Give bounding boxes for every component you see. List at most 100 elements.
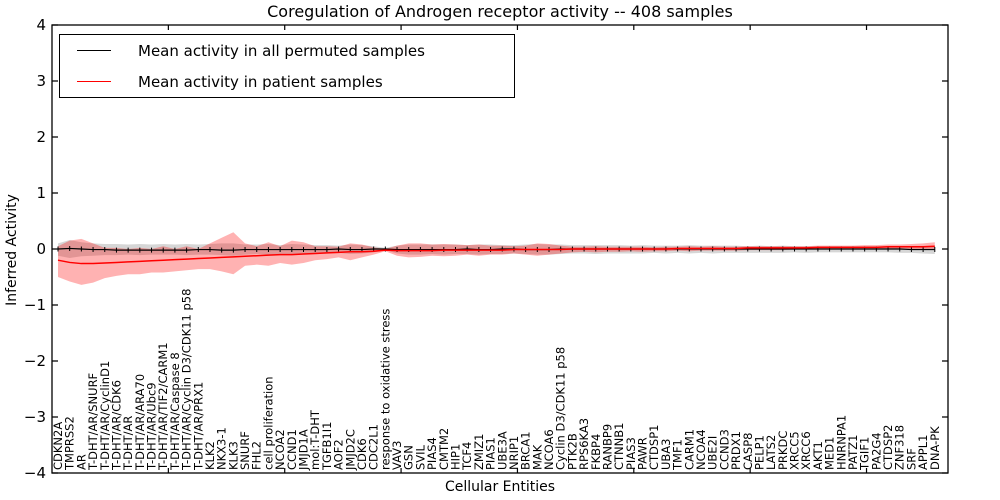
x-tick-label: CTDSP2: [881, 425, 895, 470]
x-tick-label: SVIL: [413, 444, 427, 470]
band-patient: [58, 232, 935, 285]
x-tick-label: CASP8: [741, 433, 755, 470]
x-tick-label: JMJD2C: [343, 429, 357, 471]
x-tick-label: TGFB1I1: [320, 422, 334, 471]
x-tick-label: SRF: [904, 448, 918, 470]
x-tick-label: CMTM2: [437, 428, 451, 470]
y-tick-label: 2: [36, 128, 46, 146]
x-tick-label: PELP1: [752, 435, 766, 470]
x-tick-label: PIAS1: [484, 437, 498, 470]
y-tick-label: −1: [24, 296, 46, 314]
x-tick-label: CCND3: [717, 429, 731, 470]
x-tick-label: cell proliferation: [261, 376, 275, 470]
x-tick-label: KLK2: [203, 441, 217, 470]
x-tick-label: TCF4: [460, 442, 474, 471]
legend-line-black-icon: [77, 50, 111, 51]
x-tick-label: T-DHT/AR/TIF2/CARM1: [156, 342, 170, 471]
y-tick-label: 1: [36, 184, 46, 202]
x-tick-label: KLK3: [226, 441, 240, 470]
x-tick-label: CARM1: [682, 429, 696, 470]
y-tick-label: −4: [24, 464, 46, 482]
x-tick-label: CCND1: [285, 429, 299, 470]
y-tick-label: 4: [36, 16, 46, 34]
y-tick-label: 0: [36, 240, 46, 258]
x-tick-label: PATZ1: [846, 435, 860, 470]
x-tick-label: PAWR: [636, 437, 650, 470]
x-tick-label: HNRNPA1: [834, 415, 848, 470]
legend-label-permuted: Mean activity in all permuted samples: [138, 41, 425, 60]
x-tick-label: RPS6KA3: [577, 418, 591, 470]
y-tick-label: −3: [24, 408, 46, 426]
x-tick-label: UBA3: [659, 439, 673, 471]
x-tick-label: PIAS4: [425, 437, 439, 470]
x-tick-label: PRDX1: [729, 431, 743, 470]
x-tick-label: CTNNB1: [612, 423, 626, 470]
x-tick-label: T-DHT/AR/PRX1: [191, 382, 205, 471]
series-line-patient: [57, 245, 935, 265]
x-tick-label: response to oxidative stress: [378, 309, 392, 470]
series-line-permuted: [57, 247, 935, 251]
x-tick-label: T-DHT/AR/CyclinD1: [98, 361, 112, 471]
x-tick-label: CDC2L1: [367, 424, 381, 470]
x-tick-label: NCOA4: [694, 429, 708, 470]
x-tick-label: UBE2I: [706, 436, 720, 470]
x-tick-label: XRCC5: [788, 431, 802, 470]
x-tick-label: T-DHT/AR/Caspase 8: [168, 352, 182, 471]
x-tick-label: TMF1: [671, 439, 685, 471]
axes-frame: [51, 24, 949, 474]
legend-entry-patient: Mean activity in patient samples: [60, 68, 514, 96]
x-tick-label: PTK2B: [565, 433, 579, 470]
x-tick-label: T-DHT/AR: [121, 416, 135, 471]
y-tick-label: 3: [36, 72, 46, 90]
x-tick-label: AOF2: [332, 439, 346, 470]
x-tick-label: VAV3: [390, 441, 404, 470]
x-tick-label: ZNF318: [893, 425, 907, 470]
y-tick-label: −2: [24, 352, 46, 370]
x-tick-label: T-DHT/AR/ARA70: [133, 374, 147, 471]
x-tick-label: NRIP1: [507, 436, 521, 470]
x-tick-label: T-DHT/AR/Cyclin D3/CDK11 p58: [180, 289, 194, 471]
x-tick-label: UBE3A: [495, 431, 509, 470]
x-tick-label: MED1: [823, 437, 837, 470]
x-tick-label: AR: [74, 454, 88, 470]
x-tick-label: PRKDC: [776, 431, 790, 470]
x-tick-label: PIAS3: [624, 437, 638, 470]
x-tick-label: NCOA2: [273, 429, 287, 470]
x-tick-label: SNURF: [238, 431, 252, 470]
x-tick-label: TGIF1: [858, 437, 872, 471]
legend-entry-permuted: Mean activity in all permuted samples: [60, 37, 514, 65]
x-tick-label: JMJD1A: [297, 429, 311, 471]
x-tick-label: TMPRSS2: [63, 416, 77, 471]
x-tick-label: RANBP9: [600, 424, 614, 470]
x-tick-label: NCOA6: [542, 429, 556, 470]
legend: Mean activity in all permuted samples Me…: [59, 34, 515, 98]
x-tick-label: CTDSP1: [647, 425, 661, 470]
x-tick-label: NKX3-1: [215, 427, 229, 470]
x-tick-label: FKBP4: [589, 434, 603, 470]
x-tick-label: HIP1: [448, 444, 462, 470]
x-axis-label: Cellular Entities: [444, 479, 556, 495]
x-tick-label: LATS2: [764, 435, 778, 470]
chart-title: Coregulation of Androgen receptor activi…: [267, 2, 733, 21]
x-tick-label: T-DHT/AR/CDK6: [109, 380, 123, 471]
x-tick-label: CDKN2A: [51, 422, 65, 470]
x-tick-label: ZMIZ1: [472, 434, 486, 470]
x-tick-label: DNA-PK: [928, 426, 942, 470]
x-tick-label: AKT1: [811, 441, 825, 470]
x-tick-label: CDK6: [355, 438, 369, 470]
legend-label-patient: Mean activity in patient samples: [138, 72, 383, 91]
legend-line-red-icon: [77, 81, 111, 82]
x-tick-label: MAK: [530, 444, 544, 470]
x-tick-label: GSN: [402, 445, 416, 470]
x-tick-label: PA2G4: [869, 432, 883, 470]
x-tick-label: T-DHT/AR/Ubc9: [145, 382, 159, 471]
x-tick-label: T-DHT/AR/SNURF: [86, 373, 100, 471]
x-tick-label: BRCA1: [519, 431, 533, 470]
y-axis-label: Inferred Activity: [4, 194, 20, 306]
x-tick-label: FHL2: [250, 441, 264, 470]
x-tick-label: APPL1: [916, 435, 930, 470]
x-tick-label: Cyclin D3/CDK11 p58: [554, 347, 568, 470]
x-tick-label: mol:T-DHT: [308, 409, 322, 470]
